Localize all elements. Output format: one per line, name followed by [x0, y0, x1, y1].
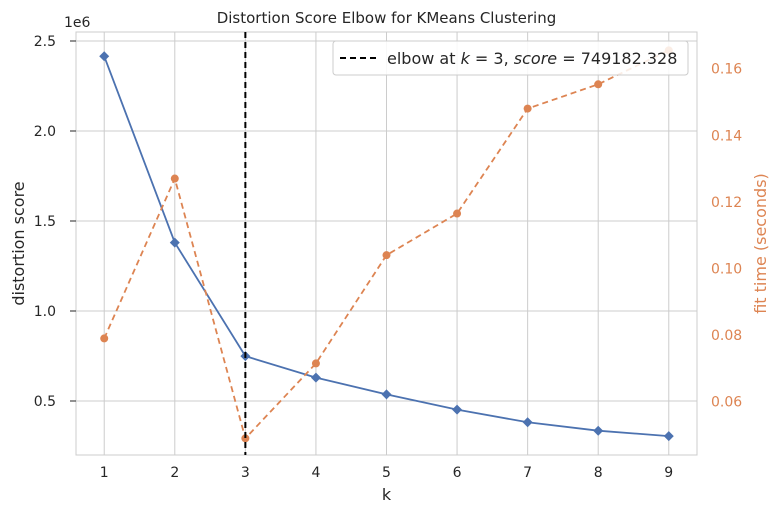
fit-time-point: [241, 434, 250, 443]
y-tick-label: 1.5: [34, 214, 56, 230]
y-tick-label: 2.5: [34, 34, 56, 50]
fit-time-point: [100, 334, 109, 343]
fit-time-point: [382, 251, 391, 260]
distortion-point: [169, 237, 180, 248]
legend-elbow-label: elbow at k = 3, score = 749182.328: [387, 49, 677, 68]
x-tick-label: 3: [241, 465, 250, 481]
y2-tick-label: 0.14: [711, 128, 742, 144]
x-tick-label: 1: [100, 465, 109, 481]
distortion-point: [99, 51, 110, 62]
y2-axis-label: fit time (seconds): [751, 173, 770, 314]
legend: elbow at k = 3, score = 749182.328: [332, 40, 689, 76]
fit-time-point: [170, 174, 179, 183]
fit-time-point: [594, 80, 603, 89]
y-tick-label: 2.0: [34, 124, 56, 140]
ticks-layer: 1 2 3 4 5 6 7 8 9 0.5 1.0 1.5 2.0 2.5 0.06 0.08 0.10 0.12…: [34, 34, 743, 481]
x-tick-label: 5: [382, 465, 391, 481]
distortion-point: [522, 417, 533, 428]
fit-time-point: [453, 209, 462, 218]
x-tick-label: 6: [453, 465, 462, 481]
x-tick-label: 2: [170, 465, 179, 481]
y-axis-label: distortion score: [9, 181, 28, 305]
y-tick-label: 1.0: [34, 304, 56, 320]
x-tick-label: 4: [311, 465, 320, 481]
fit-time-line: [103, 49, 670, 441]
x-tick-label: 9: [664, 465, 673, 481]
y2-tick-label: 0.06: [711, 395, 742, 411]
distortion-point: [310, 372, 321, 383]
x-axis-label: k: [382, 485, 392, 504]
distortion-point: [381, 389, 392, 400]
y2-tick-label: 0.10: [711, 261, 742, 277]
series-layer: [99, 32, 674, 455]
fit-time-point: [311, 359, 320, 368]
distortion-point: [452, 404, 463, 415]
plot-frame: [75, 31, 698, 456]
y2-tick-label: 0.16: [711, 62, 742, 78]
y-offset-label: 1e6: [64, 15, 91, 31]
fit-time-point: [523, 104, 532, 113]
y2-tick-label: 0.08: [711, 328, 742, 344]
distortion-point: [663, 431, 674, 442]
x-tick-label: 8: [594, 465, 603, 481]
distortion-point: [593, 425, 604, 436]
x-tick-label: 7: [523, 465, 532, 481]
y2-tick-label: 0.12: [711, 195, 742, 211]
chart-title: Distortion Score Elbow for KMeans Cluste…: [217, 9, 557, 27]
legend-box: [332, 40, 689, 76]
y-tick-label: 0.5: [34, 394, 56, 410]
